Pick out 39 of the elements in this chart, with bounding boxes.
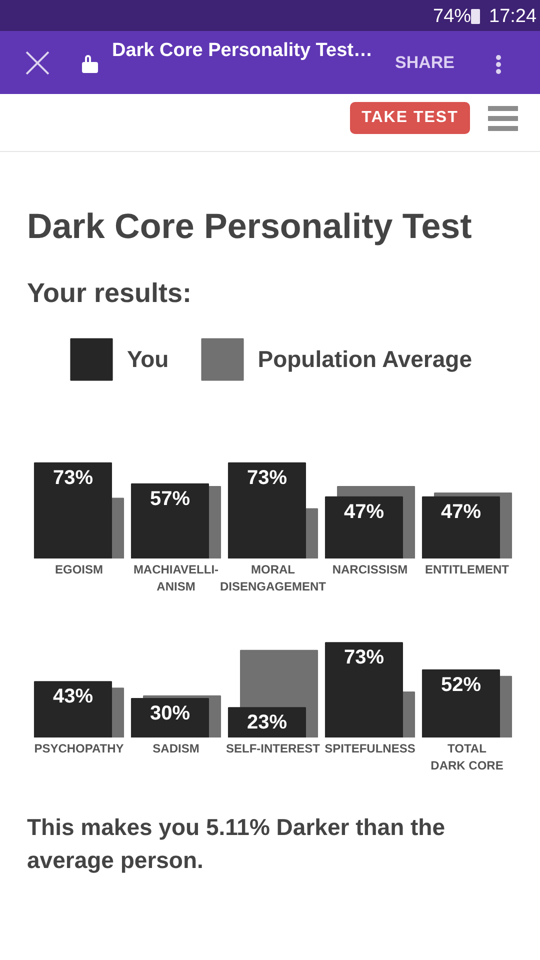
- bar: [130, 483, 209, 558]
- x-tick-label: PSYCHOPATHY: [34, 742, 124, 756]
- bar: [422, 496, 500, 558]
- bar: [228, 462, 306, 558]
- bar: [130, 698, 209, 738]
- x-tick-label: EGOISM: [54, 562, 104, 576]
- x-tick-label: MORAL DISENGAGEMENT: [220, 562, 327, 594]
- text: Dark Core Personality Test…: [112, 40, 372, 61]
- x-tick-label: TOTAL DARK CORE: [430, 742, 504, 772]
- text: TAKE TEST: [350, 102, 470, 134]
- text: 74%: [433, 6, 472, 27]
- legend-label: Population Average: [258, 346, 472, 372]
- x-tick-label: ENTITLEMENT: [425, 562, 510, 576]
- x-tick-label: NARCISSISM: [332, 562, 408, 576]
- bar: [324, 642, 403, 738]
- bar: [422, 669, 500, 738]
- chart-subtitle: Your results:: [27, 277, 192, 309]
- text: SHARE: [395, 53, 455, 72]
- legend-label: You: [127, 346, 169, 372]
- data-label: 73%: [344, 646, 384, 669]
- data-label: 30%: [150, 702, 190, 725]
- data-label: 73%: [246, 466, 288, 489]
- bar: [34, 681, 112, 738]
- data-label: 73%: [52, 466, 94, 489]
- bar: [324, 496, 403, 558]
- data-label: 43%: [52, 686, 94, 708]
- data-label: 57%: [150, 488, 190, 510]
- data-label: 23%: [246, 712, 288, 734]
- bar: [34, 462, 112, 558]
- text: 17:24: [489, 6, 537, 27]
- data-label: 52%: [440, 674, 482, 696]
- x-tick-label: SADISM: [152, 742, 200, 756]
- text: This makes you 5.11% Darker than the average person.: [27, 813, 446, 875]
- data-label: 47%: [344, 500, 384, 523]
- x-tick-label: MACHIAVELLI- ANISM: [133, 562, 219, 594]
- x-tick-label: SELF-INTEREST: [226, 742, 321, 756]
- chart-title: Dark Core Personality Test: [27, 207, 472, 247]
- x-tick-label: SPITEFULNESS: [324, 742, 416, 756]
- data-label: 47%: [440, 500, 482, 523]
